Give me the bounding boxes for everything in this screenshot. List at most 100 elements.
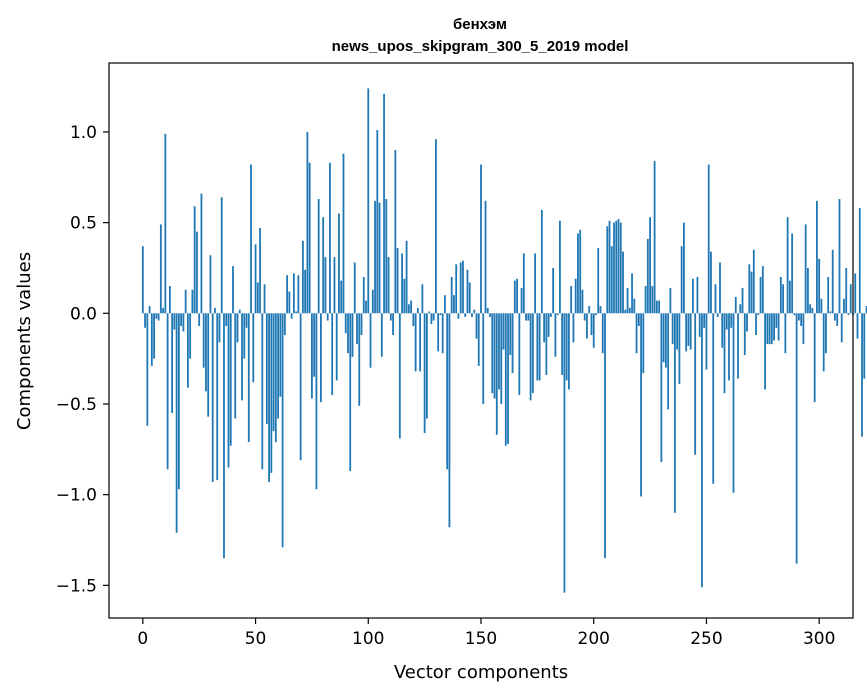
- bar-65: [288, 291, 291, 314]
- bar-45: [243, 313, 246, 359]
- bar-235: [671, 313, 674, 345]
- bar-75: [311, 313, 313, 399]
- bar-111: [392, 313, 394, 336]
- bar-304: [827, 277, 830, 314]
- bar-177: [540, 209, 543, 314]
- bar-119: [410, 300, 413, 314]
- bar-112: [394, 150, 397, 314]
- bar-66: [290, 313, 293, 319]
- bar-136: [448, 313, 451, 528]
- bar-199: [590, 313, 593, 336]
- bar-131: [437, 313, 440, 352]
- bar-207: [608, 220, 611, 314]
- bar-53: [261, 313, 264, 470]
- bar-98: [362, 277, 365, 314]
- x-tick-label: 200: [578, 629, 610, 649]
- bar-317: [856, 313, 859, 339]
- bar-144: [466, 269, 469, 314]
- bar-262: [732, 313, 735, 493]
- bar-320: [863, 313, 866, 379]
- bar-213: [622, 251, 624, 314]
- bar-80: [322, 217, 325, 314]
- bar-62: [281, 313, 284, 548]
- bar-283: [779, 277, 782, 314]
- bar-195: [581, 289, 584, 314]
- bar-247: [698, 313, 701, 337]
- bar-152: [484, 200, 487, 314]
- bar-191: [572, 313, 575, 343]
- bar-38: [227, 313, 230, 468]
- bar-71: [301, 240, 304, 314]
- bar-92: [349, 313, 352, 472]
- bar-78: [317, 199, 320, 314]
- bar-133: [441, 313, 444, 354]
- bar-57: [270, 313, 273, 473]
- chart-title-line-2: news_upos_skipgram_300_5_2019 model: [332, 38, 629, 55]
- bar-41: [234, 313, 237, 419]
- bar-223: [644, 286, 647, 314]
- bar-161: [504, 313, 507, 446]
- bar-23: [193, 206, 196, 314]
- bar-39: [229, 313, 232, 446]
- bar-273: [757, 313, 760, 316]
- bar-83: [329, 162, 331, 314]
- bar-224: [646, 238, 649, 314]
- bar-219: [635, 313, 638, 354]
- bar-277: [766, 313, 769, 345]
- bar-266: [741, 287, 744, 314]
- bar-253: [712, 313, 715, 484]
- bar-287: [788, 280, 791, 314]
- bar-9: [162, 307, 165, 314]
- bar-237: [676, 313, 679, 350]
- bar-106: [380, 313, 383, 357]
- bar-99: [365, 300, 367, 314]
- bar-218: [633, 298, 636, 314]
- bar-8: [159, 224, 162, 314]
- bar-292: [800, 313, 803, 326]
- bar-148: [475, 313, 478, 339]
- bar-103: [374, 200, 376, 314]
- bar-101: [369, 313, 372, 368]
- bar-74: [308, 162, 311, 314]
- bar-167: [518, 313, 521, 395]
- bar-268: [746, 313, 748, 332]
- bar-97: [360, 313, 363, 336]
- bar-120: [412, 313, 415, 326]
- bar-91: [347, 313, 349, 354]
- bar-121: [414, 313, 417, 372]
- bar-157: [495, 313, 498, 435]
- bar-46: [245, 313, 248, 328]
- bar-210: [615, 220, 618, 314]
- bar-222: [642, 313, 645, 374]
- bar-258: [723, 313, 726, 394]
- bar-18: [182, 313, 185, 332]
- bar-246: [696, 277, 699, 314]
- bar-94: [353, 262, 356, 314]
- bar-58: [272, 313, 275, 432]
- bar-208: [610, 246, 613, 314]
- bar-282: [777, 313, 780, 341]
- bar-230: [660, 313, 663, 463]
- bar-180: [547, 313, 550, 337]
- bar-280: [773, 313, 775, 341]
- bar-179: [545, 313, 548, 375]
- bar-174: [534, 253, 537, 314]
- bar-88: [340, 280, 343, 314]
- bar-64: [286, 275, 289, 314]
- bar-307: [834, 313, 836, 321]
- bar-2: [146, 313, 149, 426]
- bar-164: [511, 313, 514, 374]
- bar-305: [829, 311, 832, 314]
- bar-278: [768, 313, 771, 345]
- bar-44: [241, 313, 243, 401]
- bar-142: [462, 260, 464, 314]
- bar-109: [387, 257, 390, 314]
- bar-5: [153, 313, 155, 359]
- bar-153: [486, 307, 489, 314]
- bar-11: [166, 313, 169, 470]
- bar-286: [786, 217, 789, 314]
- bar-294: [804, 224, 807, 314]
- bar-95: [356, 313, 358, 345]
- bar-51: [256, 282, 259, 314]
- x-tick-label: 50: [245, 629, 267, 649]
